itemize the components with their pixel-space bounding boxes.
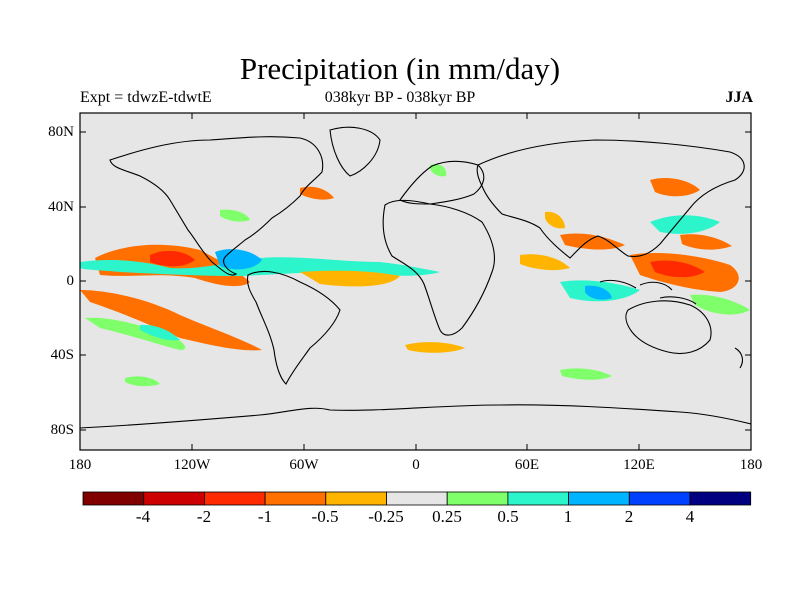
- lon-label-180e: 180: [739, 457, 763, 473]
- anomaly-patch-positive: [215, 249, 262, 270]
- lat-label-0: 0: [66, 273, 75, 289]
- anomaly-patch-negative: [680, 234, 732, 250]
- colorbar-label: -2: [196, 507, 212, 526]
- colorbar-box: [386, 491, 448, 506]
- map-background: [80, 113, 751, 450]
- period-label: 038kyr BP - 038kyr BP: [324, 89, 476, 106]
- anomaly-patch-negative: [80, 290, 262, 351]
- coastline-indonesia: [599, 279, 697, 305]
- coastline-new-zealand: [734, 347, 744, 369]
- coastline-australia: [625, 300, 712, 355]
- lon-tick-marks: [79, 113, 752, 450]
- coastline-europe: [399, 160, 485, 205]
- colorbar-box: [325, 491, 387, 506]
- colorbar-label: -4: [135, 507, 151, 526]
- colorbar-label: 1: [563, 507, 573, 526]
- anomaly-patch-positive: [690, 294, 750, 315]
- anomaly-patch-negative: [150, 250, 195, 267]
- lat-tick-marks: [80, 131, 751, 431]
- lon-label-60w: 60W: [289, 457, 319, 473]
- colorbar-label: 4: [685, 507, 695, 526]
- lat-label-40n: 40N: [48, 199, 74, 215]
- colorbar-box: [143, 491, 205, 506]
- anomaly-patch-positive: [585, 285, 612, 300]
- anomaly-patch-positive: [220, 209, 250, 222]
- colorbar-label: 2: [624, 507, 634, 526]
- colorbar-box: [689, 491, 752, 506]
- map-title: Precipitation (in mm/day): [239, 51, 561, 86]
- colorbar-label: -1: [257, 507, 273, 526]
- anomaly-patch-negative: [650, 260, 705, 278]
- coastline-north-america: [109, 136, 324, 276]
- coastline-africa: [382, 199, 495, 336]
- coastlines: [80, 126, 751, 429]
- anomaly-patch-positive: [125, 376, 160, 387]
- anomaly-patch-negative: [520, 254, 570, 271]
- colorbar-box: [507, 491, 569, 506]
- colorbar-box: [203, 491, 266, 506]
- anomaly-patch-negative: [545, 211, 565, 229]
- colorbar-box: [82, 491, 145, 506]
- anomaly-patch-positive: [430, 164, 447, 177]
- colorbar-label: 0.5: [497, 507, 519, 526]
- anomaly-patch-positive: [560, 368, 612, 380]
- coastline-antarctica: [80, 404, 751, 429]
- anomaly-patch-negative: [560, 233, 625, 250]
- lon-label-0: 0: [412, 457, 420, 473]
- lat-label-40s: 40S: [50, 347, 74, 363]
- map-panel: [79, 112, 752, 451]
- anomaly-patch-positive: [85, 317, 186, 350]
- anomaly-patch-negative: [650, 178, 700, 197]
- colorbar-box: [264, 491, 327, 506]
- lat-label-80n: 80N: [48, 124, 74, 140]
- lon-label-180w: 180: [68, 457, 92, 473]
- anomaly-field: [80, 164, 750, 387]
- anomaly-patch-positive: [140, 324, 180, 341]
- lon-label-60e: 60E: [514, 457, 540, 473]
- coastline-asia: [476, 139, 745, 259]
- anomaly-patch-positive: [650, 215, 720, 234]
- coastline-greenland: [329, 126, 381, 177]
- colorbar-label: -0.5: [311, 507, 339, 526]
- lon-label-120e: 120E: [623, 457, 655, 473]
- experiment-label: Expt = tdwzE-tdwtE: [80, 89, 212, 106]
- lat-label-80s: 80S: [50, 422, 74, 438]
- anomaly-patch-negative: [405, 342, 465, 353]
- coastline-south-america: [246, 270, 341, 385]
- anomaly-patch-negative: [300, 186, 334, 200]
- colorbar-box: [568, 491, 630, 506]
- anomaly-patch-negative: [300, 270, 400, 287]
- season-label: JJA: [725, 89, 753, 106]
- colorbar: [82, 491, 752, 506]
- colorbar-label: 0.25: [432, 507, 462, 526]
- colorbar-box: [628, 491, 691, 506]
- colorbar-box: [446, 491, 509, 506]
- lon-label-120w: 120W: [173, 457, 211, 473]
- colorbar-label: -0.25: [368, 507, 404, 526]
